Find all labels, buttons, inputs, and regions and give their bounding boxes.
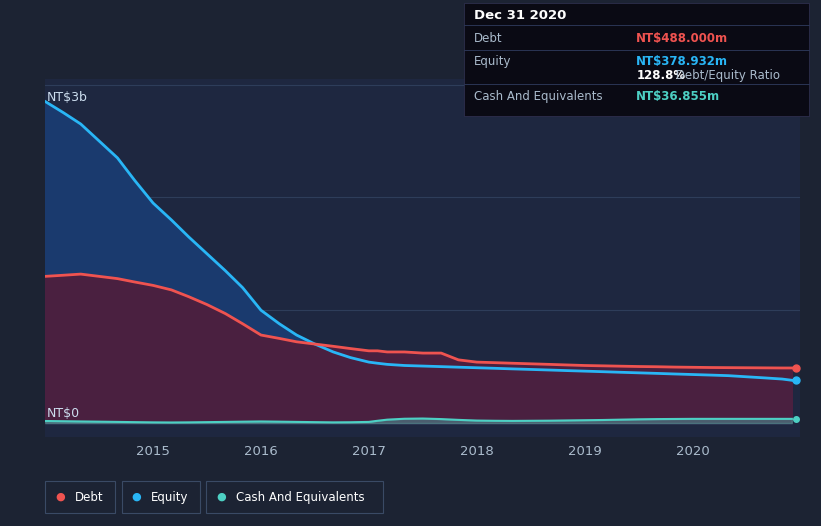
Text: Debt: Debt bbox=[474, 32, 502, 45]
Text: Cash And Equivalents: Cash And Equivalents bbox=[236, 491, 365, 503]
Text: ●: ● bbox=[131, 492, 141, 502]
Text: NT$0: NT$0 bbox=[47, 408, 80, 420]
Text: Dec 31 2020: Dec 31 2020 bbox=[474, 9, 566, 22]
Text: NT$36.855m: NT$36.855m bbox=[636, 90, 720, 103]
Text: Debt/Equity Ratio: Debt/Equity Ratio bbox=[672, 69, 780, 82]
Text: NT$378.932m: NT$378.932m bbox=[636, 55, 728, 68]
Text: NT$488.000m: NT$488.000m bbox=[636, 32, 728, 45]
Text: ●: ● bbox=[216, 492, 226, 502]
Text: NT$3b: NT$3b bbox=[47, 92, 88, 105]
Text: Equity: Equity bbox=[151, 491, 189, 503]
Text: ●: ● bbox=[55, 492, 65, 502]
Text: Equity: Equity bbox=[474, 55, 511, 68]
Text: Cash And Equivalents: Cash And Equivalents bbox=[474, 90, 603, 103]
Text: 128.8%: 128.8% bbox=[636, 69, 686, 82]
Text: Debt: Debt bbox=[75, 491, 103, 503]
